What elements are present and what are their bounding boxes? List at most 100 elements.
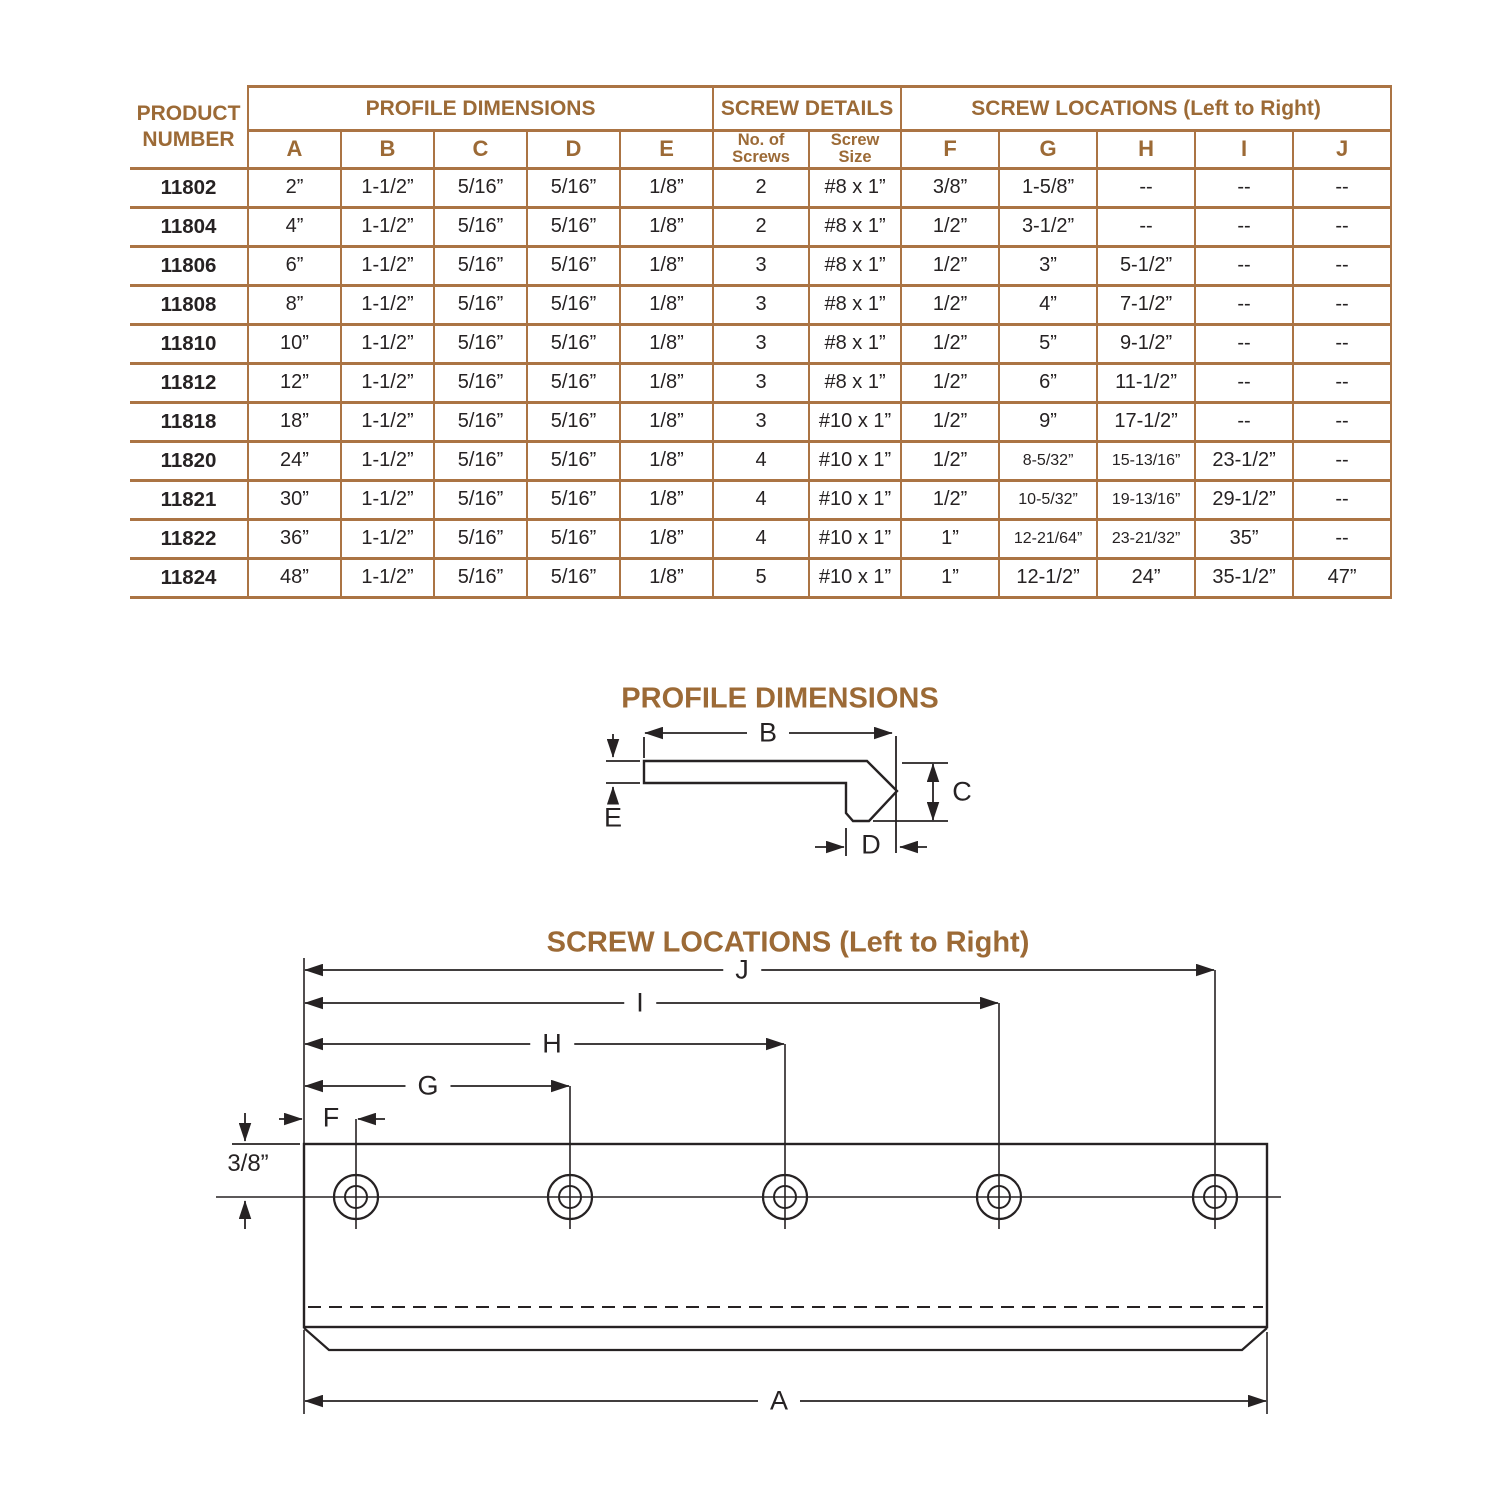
- spec-value-cell: 1/8”: [618, 205, 715, 248]
- spec-value-cell: #10 x 1”: [808, 556, 903, 599]
- spec-value-cell: 5: [712, 556, 811, 599]
- spec-value-cell: 19-13/16”: [1096, 478, 1197, 521]
- spec-value-cell: 5/16”: [526, 439, 621, 482]
- column-header-c: C: [433, 129, 528, 170]
- column-header-f: F: [900, 129, 1001, 170]
- column-header-a: A: [247, 129, 342, 170]
- spec-value-cell: --: [1292, 205, 1393, 248]
- table-row: 11812 12” 1-1/2” 5/16” 5/16” 1/8” 3 #8 x 1” 1/2”…: [130, 361, 1393, 404]
- label-j: J: [723, 956, 761, 984]
- spec-value-cell: 18”: [247, 400, 342, 443]
- spec-value-cell: 11-1/2”: [1096, 361, 1197, 404]
- spec-table-body: 11802 2” 1-1/2” 5/16” 5/16” 1/8” 2 #8 x 1” 3/8” 1…: [130, 166, 1393, 599]
- spec-value-cell: 5/16”: [433, 517, 528, 560]
- spec-value-cell: 3: [712, 400, 811, 443]
- profile-dimensions-title: PROFILE DIMENSIONS: [621, 682, 939, 715]
- spec-value-cell: 5/16”: [433, 244, 528, 287]
- table-row: 11808 8” 1-1/2” 5/16” 5/16” 1/8” 3 #8 x 1” 1/2” 4…: [130, 283, 1393, 326]
- spec-value-cell: 4”: [247, 205, 342, 248]
- spec-value-cell: --: [1292, 322, 1393, 365]
- group-header-row: PRODUCT NUMBER PROFILE DIMENSIONS SCREW …: [130, 85, 1393, 170]
- spec-value-cell: 5/16”: [433, 478, 528, 521]
- spec-value-cell: 2”: [247, 166, 342, 209]
- spec-value-cell: 5/16”: [526, 244, 621, 287]
- spec-value-cell: --: [1194, 322, 1295, 365]
- spec-value-cell: --: [1292, 283, 1393, 326]
- spec-value-cell: 1-5/8”: [998, 166, 1099, 209]
- product-number-cell: 11808: [130, 283, 249, 326]
- spec-value-cell: 1-1/2”: [340, 400, 435, 443]
- label-a: A: [757, 1387, 801, 1415]
- spec-value-cell: 3/8”: [900, 166, 1001, 209]
- spec-value-cell: 6”: [998, 361, 1099, 404]
- product-number-cell: 11812: [130, 361, 249, 404]
- spec-value-cell: #8 x 1”: [808, 205, 903, 248]
- spec-value-cell: #8 x 1”: [808, 361, 903, 404]
- screw-locations-title: SCREW LOCATIONS (Left to Right): [546, 926, 1030, 959]
- spec-value-cell: 5/16”: [433, 283, 528, 326]
- spec-value-cell: --: [1194, 205, 1295, 248]
- column-header-j: J: [1292, 129, 1393, 170]
- spec-value-cell: 5/16”: [433, 361, 528, 404]
- spec-value-cell: 3: [712, 361, 811, 404]
- label-f: F: [319, 1104, 343, 1132]
- spec-value-cell: 1/8”: [618, 166, 715, 209]
- spec-value-cell: 1”: [900, 517, 1001, 560]
- spec-value-cell: 5/16”: [433, 439, 528, 482]
- spec-value-cell: 5/16”: [526, 556, 621, 599]
- column-header-g: G: [998, 129, 1099, 170]
- spec-value-cell: 5/16”: [526, 322, 621, 365]
- table-row: 11822 36” 1-1/2” 5/16” 5/16” 1/8” 4 #10 x 1” 1” 1…: [130, 517, 1393, 560]
- dimension-c: [873, 762, 948, 822]
- product-number-cell: 11821: [130, 478, 249, 521]
- spec-value-cell: 1-1/2”: [340, 244, 435, 287]
- dimension-edge-offset: [232, 1113, 300, 1229]
- bar-bottom-lip: [303, 1327, 1268, 1352]
- product-number-cell: 11818: [130, 400, 249, 443]
- profile-dimensions-group-header: PROFILE DIMENSIONS: [246, 85, 715, 132]
- spec-value-cell: --: [1194, 166, 1295, 209]
- spec-value-cell: 1/8”: [618, 478, 715, 521]
- spec-value-cell: 4”: [998, 283, 1099, 326]
- spec-value-cell: 17-1/2”: [1096, 400, 1197, 443]
- label-g: G: [405, 1072, 451, 1100]
- spec-value-cell: 10”: [247, 322, 342, 365]
- spec-value-cell: 3: [712, 283, 811, 326]
- spec-value-cell: 5/16”: [433, 322, 528, 365]
- column-header-row: A B C D E No. of Screws Screw Size F G H…: [130, 129, 1393, 170]
- column-header-h: H: [1096, 129, 1197, 170]
- spec-value-cell: 5/16”: [526, 205, 621, 248]
- spec-value-cell: #8 x 1”: [808, 166, 903, 209]
- spec-value-cell: 30”: [247, 478, 342, 521]
- spec-value-cell: 1-1/2”: [340, 556, 435, 599]
- spec-value-cell: 5-1/2”: [1096, 244, 1197, 287]
- screw-locations-group-header: SCREW LOCATIONS (Left to Right): [900, 85, 1393, 132]
- spec-value-cell: 1-1/2”: [340, 322, 435, 365]
- product-number-cell: 11802: [130, 166, 249, 209]
- spec-value-cell: 1/2”: [900, 244, 1001, 287]
- spec-value-cell: 1-1/2”: [340, 283, 435, 326]
- spec-value-cell: 2: [712, 166, 811, 209]
- spec-value-cell: 1-1/2”: [340, 166, 435, 209]
- spec-value-cell: #10 x 1”: [808, 400, 903, 443]
- spec-value-cell: 7-1/2”: [1096, 283, 1197, 326]
- spec-value-cell: 5”: [998, 322, 1099, 365]
- spec-value-cell: 4: [712, 517, 811, 560]
- spec-value-cell: 23-1/2”: [1194, 439, 1295, 482]
- spec-value-cell: 24”: [247, 439, 342, 482]
- spec-value-cell: --: [1292, 400, 1393, 443]
- spec-value-cell: --: [1292, 244, 1393, 287]
- product-number-cell: 11810: [130, 322, 249, 365]
- spec-value-cell: --: [1292, 166, 1393, 209]
- label-b: B: [746, 719, 790, 747]
- spec-value-cell: 3”: [998, 244, 1099, 287]
- spec-value-cell: 4: [712, 478, 811, 521]
- spec-value-cell: 15-13/16”: [1096, 439, 1197, 482]
- spec-value-cell: 3: [712, 244, 811, 287]
- spec-value-cell: 1/8”: [618, 361, 715, 404]
- column-header-d: D: [526, 129, 621, 170]
- column-header-no-of-screws: No. of Screws: [712, 129, 811, 170]
- label-i: I: [624, 989, 656, 1017]
- dimension-d: [815, 828, 927, 856]
- spec-value-cell: 1/8”: [618, 244, 715, 287]
